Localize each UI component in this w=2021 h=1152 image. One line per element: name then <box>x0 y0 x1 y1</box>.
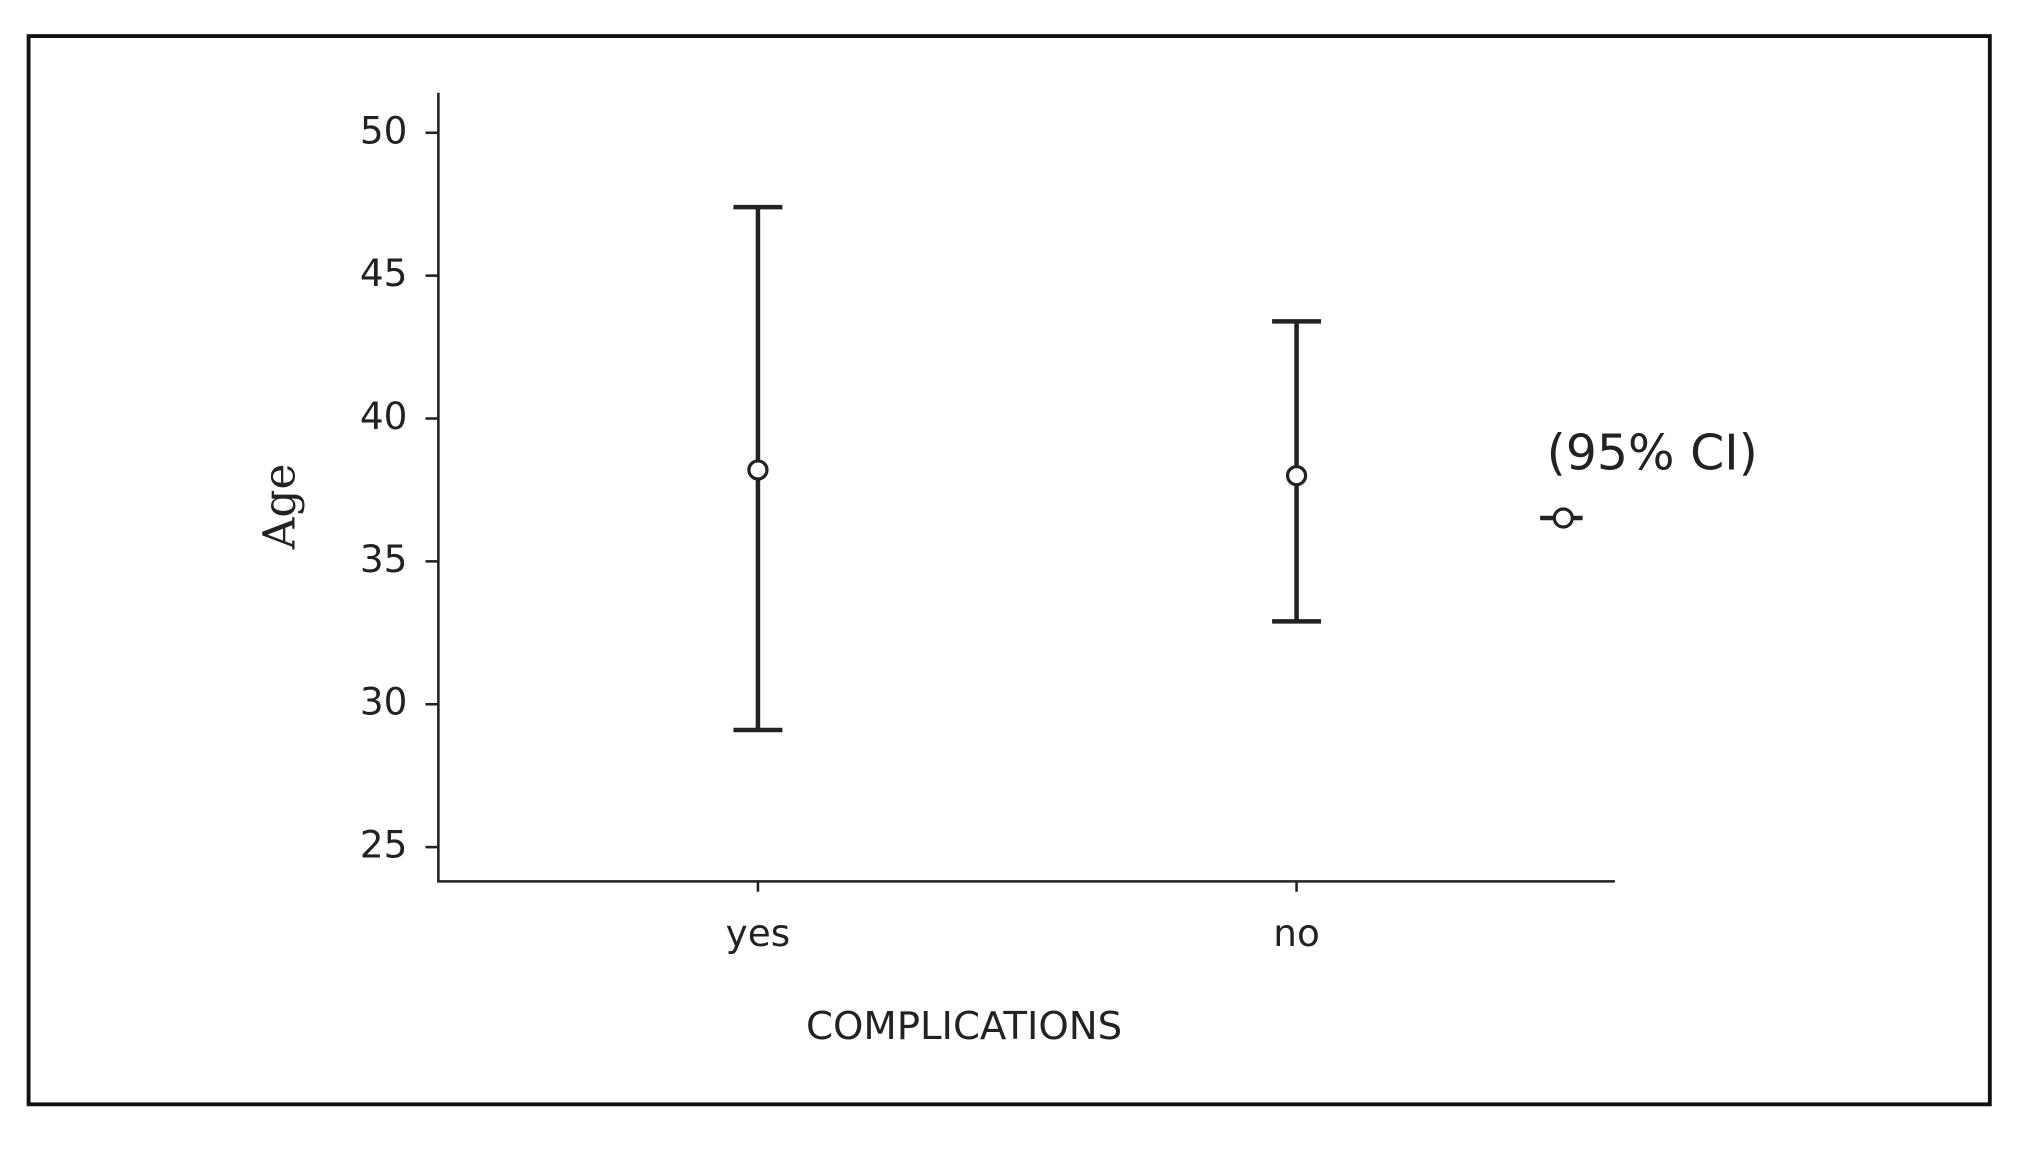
y-tick-label: 50 <box>360 108 408 152</box>
x-tick-label: yes <box>726 911 791 955</box>
y-tick-label: 40 <box>360 394 408 438</box>
mean-marker <box>1285 465 1308 487</box>
y-tick-label: 30 <box>360 680 408 724</box>
frame <box>26 34 1992 1107</box>
mean-marker <box>747 459 769 481</box>
y-tick-label: 35 <box>360 537 408 581</box>
y-tick-label: 25 <box>360 823 408 867</box>
x-axis-title: COMPLICATIONS <box>806 1004 1122 1049</box>
y-axis-title: Age <box>255 464 306 551</box>
y-tick-label: 45 <box>360 251 408 295</box>
legend-marker <box>1552 507 1574 529</box>
legend-label: (95% CI) <box>1547 425 1758 482</box>
x-tick-label: no <box>1273 911 1320 955</box>
